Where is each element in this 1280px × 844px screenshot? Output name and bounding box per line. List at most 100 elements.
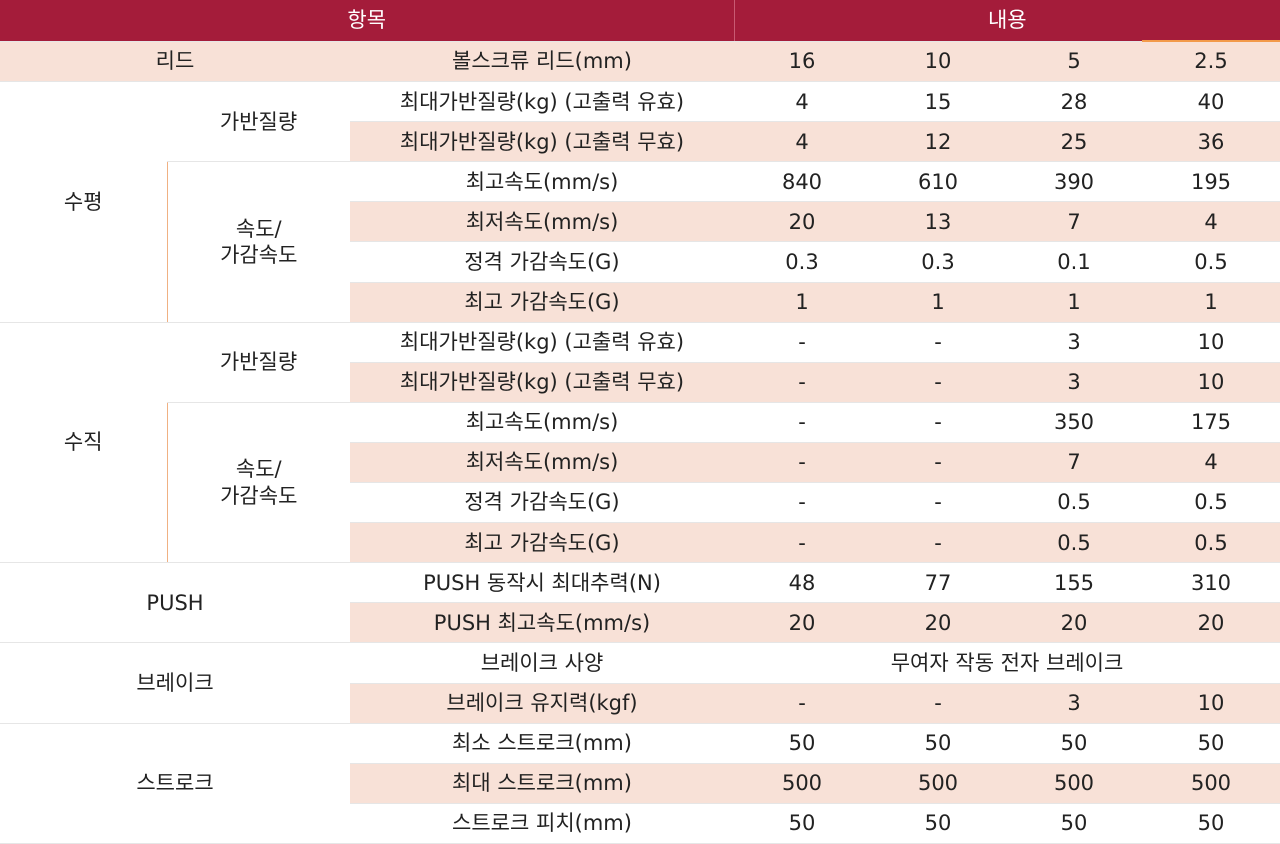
value-cell: 1 <box>734 282 870 323</box>
table-row: PUSH 최고속도(mm/s) 20 20 20 20 <box>0 602 1280 644</box>
value-cell: 10 <box>1142 683 1280 724</box>
spec-label: 최대가반질량(kg) (고출력 유효) <box>350 322 734 363</box>
category-cell: 수직 <box>0 322 167 564</box>
value-cell: 77 <box>870 562 1006 604</box>
value-cell: 390 <box>1006 161 1142 203</box>
value-cell: 10 <box>1142 322 1280 363</box>
value-cell: 1 <box>1006 282 1142 323</box>
value-cell: 1 <box>1142 282 1280 323</box>
value-cell: - <box>870 522 1006 564</box>
value-cell: 1 <box>870 282 1006 323</box>
value-cell: 195 <box>1142 161 1280 203</box>
spec-label: 최저속도(mm/s) <box>350 442 734 484</box>
table-row: 최고 가감속도(G) 1 1 1 1 <box>0 282 1280 323</box>
value-cell: 0.3 <box>734 241 870 283</box>
value-cell: 50 <box>1006 803 1142 844</box>
value-cell: 3 <box>1006 362 1142 403</box>
table-row: PUSH PUSH 동작시 최대추력(N) 48 77 155 310 <box>0 562 1280 644</box>
value-cell: 4 <box>1142 201 1280 243</box>
value-cell: 20 <box>870 602 1006 644</box>
value-cell: 7 <box>1006 442 1142 484</box>
value-cell: 16 <box>734 41 870 83</box>
value-cell: - <box>870 442 1006 484</box>
value-cell: 175 <box>1142 402 1280 443</box>
spec-label: 브레이크 유지력(kgf) <box>350 683 734 724</box>
value-cell: 40 <box>1142 81 1280 123</box>
table-row: 최대 스트로크(mm) 500 500 500 500 <box>0 763 1280 804</box>
table-row: 속도/ 가감속도 최고속도(mm/s) 840 610 390 195 <box>0 161 1280 323</box>
value-cell: 4 <box>1142 442 1280 484</box>
value-cell: 0.5 <box>1006 482 1142 524</box>
spec-label: 최저속도(mm/s) <box>350 201 734 243</box>
value-cell: 10 <box>1142 362 1280 403</box>
category-cell: 리드 <box>0 41 350 83</box>
value-cell: 20 <box>1142 602 1280 644</box>
value-cell: 840 <box>734 161 870 203</box>
value-cell: 610 <box>870 161 1006 203</box>
table-row: 스트로크 최소 스트로크(mm) 50 50 50 50 <box>0 723 1280 844</box>
table-row: 속도/ 가감속도 최고속도(mm/s) - - 350 175 <box>0 402 1280 564</box>
subcategory-cell: 가반질량 <box>167 81 350 163</box>
value-cell: 7 <box>1006 201 1142 243</box>
value-cell: 500 <box>1006 763 1142 804</box>
value-cell: 12 <box>870 121 1006 163</box>
value-cell: 2.5 <box>1142 40 1280 83</box>
subcategory-label: 속도/ 가감속도 <box>220 457 298 508</box>
value-cell: 15 <box>870 81 1006 123</box>
value-cell: 3 <box>1006 683 1142 724</box>
value-cell: 50 <box>734 803 870 844</box>
value-cell: 20 <box>1006 602 1142 644</box>
table-row: 최저속도(mm/s) - - 7 4 <box>0 442 1280 484</box>
value-cell: 25 <box>1006 121 1142 163</box>
spec-label: 최고 가감속도(G) <box>350 522 734 564</box>
value-cell: 3 <box>1006 322 1142 363</box>
spec-label: 최대가반질량(kg) (고출력 무효) <box>350 121 734 163</box>
value-cell: 5 <box>1006 41 1142 83</box>
spec-label: PUSH 동작시 최대추력(N) <box>350 562 734 604</box>
table-row: 수평 가반질량 최대가반질량(kg) (고출력 유효) 4 15 28 40 <box>0 81 1280 323</box>
value-cell: 0.3 <box>870 241 1006 283</box>
value-cell: 350 <box>1006 402 1142 443</box>
header-content: 내용 <box>734 0 1280 42</box>
subcategory-cell: 속도/ 가감속도 <box>166 161 350 323</box>
value-cell: 10 <box>870 41 1006 83</box>
table-row: 최대가반질량(kg) (고출력 무효) 4 12 25 36 <box>0 121 1280 163</box>
value-cell: - <box>734 482 870 524</box>
value-cell: - <box>870 402 1006 443</box>
spec-label: 정격 가감속도(G) <box>350 241 734 283</box>
table-row: 정격 가감속도(G) - - 0.5 0.5 <box>0 482 1280 524</box>
table-row: 최고 가감속도(G) - - 0.5 0.5 <box>0 522 1280 564</box>
table-row: 브레이크 유지력(kgf) - - 3 10 <box>0 683 1280 724</box>
value-cell: - <box>734 322 870 363</box>
category-cell: 스트로크 <box>0 723 350 844</box>
value-cell: 0.5 <box>1142 241 1280 283</box>
subcategory-cell: 가반질량 <box>167 322 350 403</box>
value-cell: - <box>870 322 1006 363</box>
value-cell: 4 <box>734 121 870 163</box>
category-cell: 브레이크 <box>0 642 350 724</box>
value-cell: - <box>870 362 1006 403</box>
value-cell: 50 <box>1006 723 1142 764</box>
spec-label: 최대가반질량(kg) (고출력 유효) <box>350 81 734 123</box>
value-cell: 50 <box>1142 723 1280 764</box>
table-row: 정격 가감속도(G) 0.3 0.3 0.1 0.5 <box>0 241 1280 283</box>
spec-label: 최고속도(mm/s) <box>350 402 734 443</box>
spec-label: 볼스크류 리드(mm) <box>350 41 734 83</box>
value-cell: - <box>734 362 870 403</box>
value-cell: 4 <box>734 81 870 123</box>
value-cell: 50 <box>870 723 1006 764</box>
table-row: 수직 가반질량 최대가반질량(kg) (고출력 유효) - - 3 10 <box>0 322 1280 564</box>
value-cell: 0.5 <box>1142 522 1280 564</box>
spec-label: 최대 스트로크(mm) <box>350 763 734 804</box>
value-cell: - <box>734 683 870 724</box>
value-cell: 36 <box>1142 121 1280 163</box>
category-cell: PUSH <box>0 562 350 644</box>
table-row: 최대가반질량(kg) (고출력 무효) - - 3 10 <box>0 362 1280 403</box>
table-row: 브레이크 브레이크 사양 무여자 작동 전자 브레이크 <box>0 642 1280 724</box>
value-cell: 500 <box>1142 763 1280 804</box>
table-row: 스트로크 피치(mm) 50 50 50 50 <box>0 803 1280 844</box>
value-cell: 0.5 <box>1142 482 1280 524</box>
value-cell: 28 <box>1006 81 1142 123</box>
spec-label: 브레이크 사양 <box>350 642 734 684</box>
